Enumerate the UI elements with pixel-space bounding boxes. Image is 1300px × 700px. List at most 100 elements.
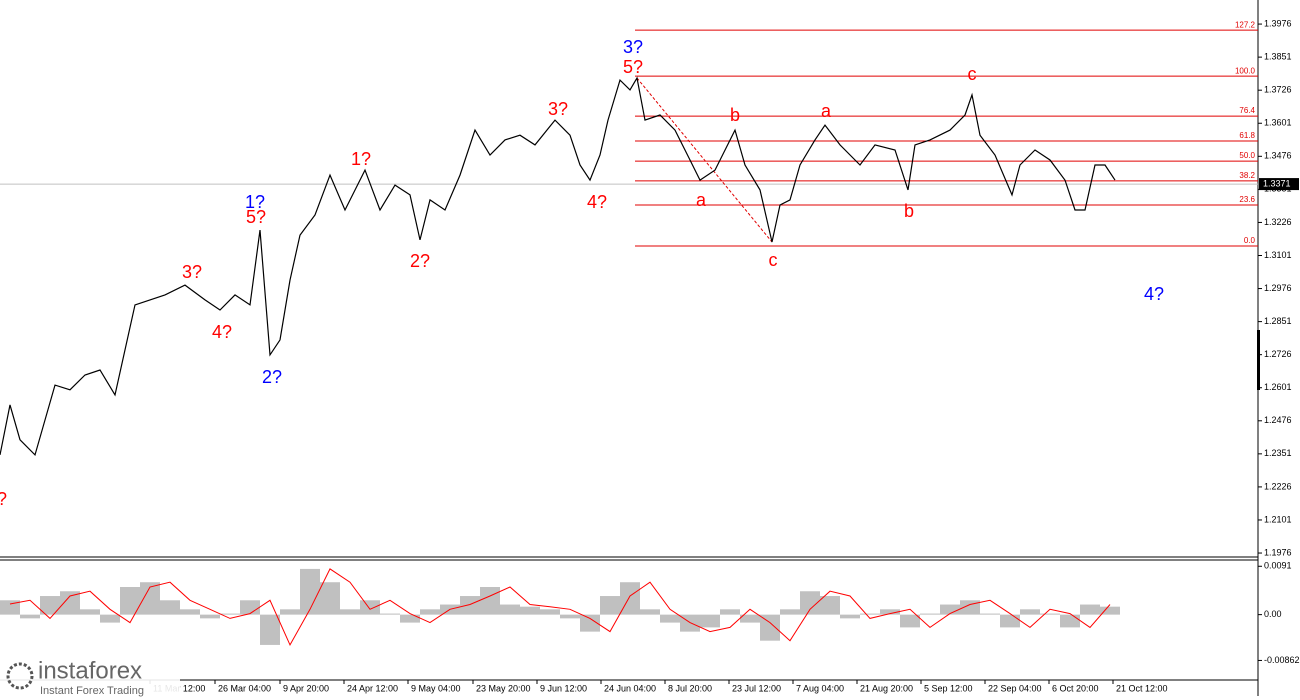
wave-label: c: [968, 64, 977, 84]
logo-icon: [6, 662, 34, 690]
histogram-bar: [40, 596, 60, 615]
histogram-bar: [620, 582, 640, 615]
histogram-bar: [1060, 614, 1080, 628]
scroll-marker: [1257, 330, 1260, 390]
histogram-bar: [160, 600, 180, 615]
histogram-bar: [720, 609, 740, 615]
wave-label: 1?: [351, 149, 371, 169]
histogram-bar: [200, 614, 220, 619]
wave-label: 2?: [262, 367, 282, 387]
wave-label: 5?: [246, 207, 266, 227]
fib-label: 50.0: [1239, 151, 1255, 160]
y-tick-label: 1.3226: [1264, 217, 1292, 227]
histogram-bar: [220, 613, 240, 615]
histogram-bar: [580, 614, 600, 632]
fib-label: 76.4: [1239, 106, 1255, 115]
y-tick-label: 1.2226: [1264, 481, 1292, 491]
y-tick-label: 1.2976: [1264, 283, 1292, 293]
x-tick-label: 6 Oct 20:00: [1052, 683, 1099, 693]
x-tick-label: 24 Jun 04:00: [604, 683, 656, 693]
histogram-bar: [980, 613, 1000, 615]
x-tick-label: 5 Sep 12:00: [924, 683, 973, 693]
y-tick-label: 1.2351: [1264, 448, 1292, 458]
y-tick-label: -0.00862: [1264, 655, 1300, 665]
logo-name: instaforex: [38, 657, 142, 684]
histogram-bar: [280, 609, 300, 615]
histogram-bar: [100, 614, 120, 623]
histogram-bar: [180, 609, 200, 615]
wave-label: 3?: [548, 99, 568, 119]
histogram-bar: [400, 614, 420, 623]
histogram-bar: [360, 600, 380, 615]
x-tick-label: 9 Jun 12:00: [540, 683, 587, 693]
histogram-bar: [140, 582, 160, 615]
fib-label: 61.8: [1239, 131, 1255, 140]
histogram-bar: [800, 591, 820, 615]
y-tick-label: 1.2601: [1264, 382, 1292, 392]
fib-label: 0.0: [1244, 236, 1256, 245]
y-tick-label: 1.2476: [1264, 415, 1292, 425]
y-tick-label: 1.3101: [1264, 250, 1292, 260]
wave-label: 1?: [245, 192, 265, 212]
y-tick-label: 0.0091: [1264, 561, 1292, 571]
y-tick-label: 1.2101: [1264, 514, 1292, 524]
histogram-bar: [240, 600, 260, 615]
x-tick-label: 23 Jul 12:00: [732, 683, 781, 693]
wave-connector: [636, 77, 773, 243]
histogram-bar: [1040, 613, 1060, 615]
x-tick-label: 26 Mar 04:00: [218, 683, 271, 693]
histogram-bar: [600, 596, 620, 615]
logo-tagline: Instant Forex Trading: [40, 685, 144, 697]
histogram-bar: [420, 609, 440, 615]
fib-label: 127.2: [1235, 20, 1256, 29]
x-tick-label: 23 May 20:00: [476, 683, 531, 693]
histogram-bar: [0, 600, 20, 615]
histogram-bar: [660, 614, 680, 623]
y-tick-label: 1.3601: [1264, 118, 1292, 128]
histogram-bar: [1000, 614, 1020, 628]
histogram-bar: [340, 609, 360, 615]
wave-label: 2?: [410, 251, 430, 271]
wave-label: 3?: [182, 262, 202, 282]
wave-label: 4?: [1144, 284, 1164, 304]
x-tick-label: 21 Oct 12:00: [1116, 683, 1168, 693]
fib-label: 38.2: [1239, 171, 1255, 180]
histogram-bar: [560, 614, 580, 619]
wave-label: a: [821, 101, 832, 121]
y-tick-label: 1.2726: [1264, 349, 1292, 359]
histogram-bar: [640, 609, 660, 615]
histogram-bar: [860, 613, 880, 615]
x-tick-label: 22 Sep 04:00: [988, 683, 1042, 693]
signal-line: [9, 568, 1111, 647]
histogram-bar: [840, 614, 860, 619]
y-tick-label: 0.00: [1264, 609, 1282, 619]
histogram-bar: [1020, 609, 1040, 615]
y-tick-label: 1.1976: [1264, 547, 1292, 557]
y-tick-label: 1.3726: [1264, 85, 1292, 95]
wave-label: c: [769, 250, 778, 270]
histogram-bar: [820, 596, 840, 615]
histogram-bar: [60, 591, 80, 615]
wave-label: 4?: [587, 192, 607, 212]
wave-label: 5?: [623, 57, 643, 77]
fib-label: 23.6: [1239, 195, 1255, 204]
histogram-bar: [260, 614, 280, 645]
wave-label: a: [696, 190, 707, 210]
histogram-bar: [900, 614, 920, 628]
histogram-bar: [1080, 604, 1100, 615]
wave-label: ?: [0, 489, 7, 509]
histogram-bar: [20, 614, 40, 619]
wave-label: 3?: [623, 37, 643, 57]
histogram-bar: [500, 604, 520, 615]
histogram-bar: [520, 606, 540, 615]
current-price-box: [1259, 178, 1299, 191]
histogram-bar: [80, 609, 100, 615]
logo-background: [0, 655, 180, 700]
x-tick-label: 7 Aug 04:00: [796, 683, 844, 693]
x-tick-label: 9 Apr 20:00: [283, 683, 329, 693]
histogram-bar: [700, 614, 720, 628]
histogram-bar: [460, 596, 480, 615]
y-tick-label: 1.3976: [1264, 18, 1292, 28]
wave-label: b: [904, 201, 914, 221]
histogram-bar: [540, 609, 560, 615]
